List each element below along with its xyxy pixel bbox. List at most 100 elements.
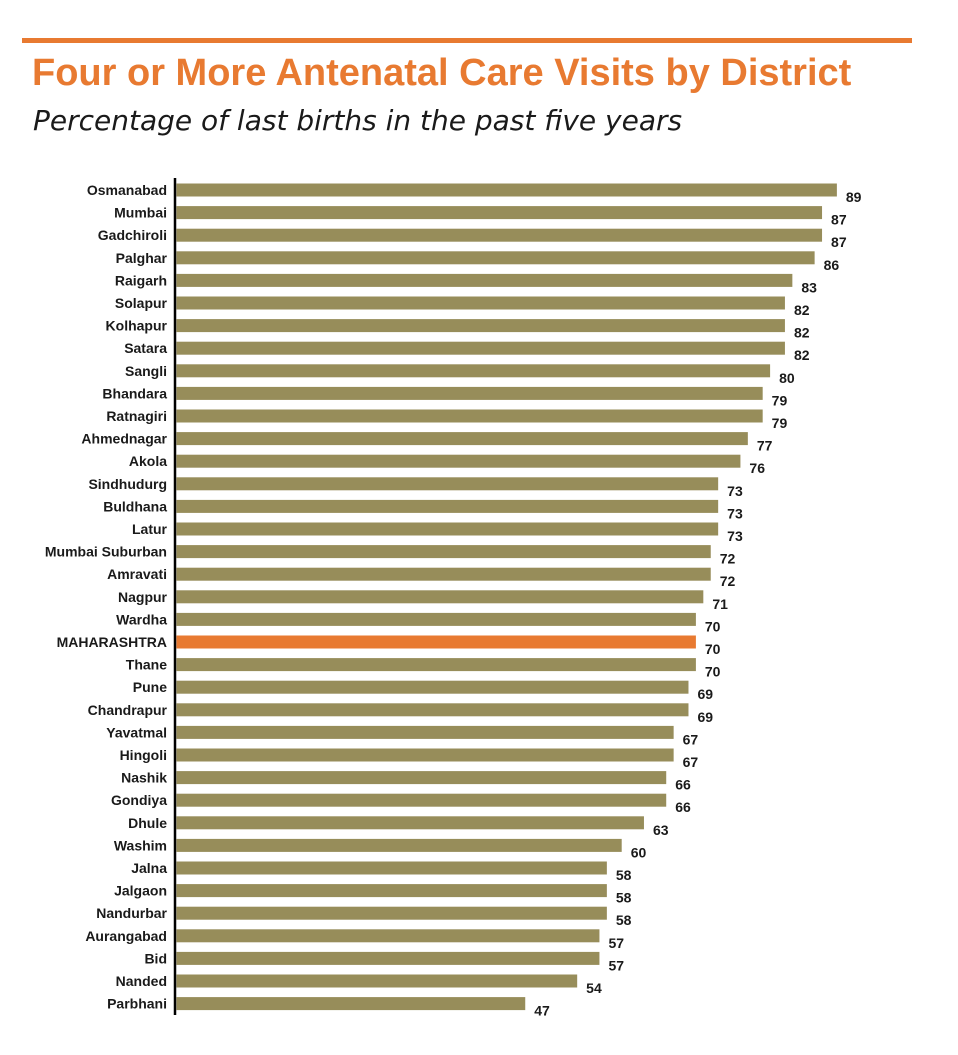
category-label: Ahmednagar [81,431,167,447]
bar [176,206,823,220]
value-label: 82 [794,347,810,363]
value-label: 69 [697,686,713,702]
bar [176,951,600,965]
category-label: Buldhana [103,498,167,514]
bar [176,567,711,581]
value-label: 80 [779,370,795,386]
bar [176,183,837,197]
category-label: Pune [133,679,167,695]
bar [176,703,689,717]
category-label: Mumbai Suburban [45,544,167,560]
category-label: Parbhani [107,996,167,1012]
value-label: 57 [608,935,624,951]
category-label: MAHARASHTRA [57,634,167,650]
category-label: Nanded [116,973,167,989]
value-label: 89 [846,189,862,205]
value-label: 83 [801,279,817,295]
category-label: Solapur [115,295,168,311]
category-label: Yavatmal [106,724,167,740]
bar [176,590,704,604]
category-label: Palghar [116,250,168,266]
bar [176,545,711,559]
category-label: Jalgaon [114,883,167,899]
bar [176,748,674,762]
value-label: 47 [534,1003,550,1019]
chart-title: Four or More Antenatal Care Visits by Di… [32,52,852,94]
bar [176,771,667,785]
value-label: 57 [608,957,624,973]
category-label: Mumbai [114,205,167,221]
bar [176,680,689,694]
value-label: 82 [794,302,810,318]
value-label: 60 [631,844,647,860]
category-label: Bhandara [102,385,167,401]
bar-chart: Osmanabad 89 Mumbai 87 Gadchiroli 87 Palghar 86… [45,178,862,1019]
value-label: 72 [720,573,736,589]
value-label: 82 [794,325,810,341]
bar [176,319,785,333]
value-label: 69 [697,709,713,725]
bar [176,884,607,898]
category-label: Raigarh [115,272,167,288]
title-rule [22,38,912,43]
category-label: Hingoli [120,747,167,763]
value-label: 54 [586,980,602,996]
value-label: 76 [749,460,765,476]
category-label: Thane [126,657,167,673]
value-label: 66 [675,799,691,815]
bar [176,861,607,875]
value-label: 87 [831,234,847,250]
category-label: Chandrapur [88,702,168,718]
value-label: 72 [720,551,736,567]
bar [176,906,607,920]
bar [176,522,719,536]
category-label: Washim [114,837,167,853]
value-label: 73 [727,483,743,499]
bar [176,816,644,830]
category-label: Sindhudurg [88,476,167,492]
category-label: Wardha [116,611,167,627]
category-label: Satara [124,340,167,356]
value-label: 58 [616,912,632,928]
bar-highlight [176,635,696,649]
category-label: Osmanabad [87,182,167,198]
value-label: 67 [683,731,699,747]
bar [176,454,741,468]
bar [176,929,600,943]
bar [176,432,748,446]
category-label: Gadchiroli [98,227,167,243]
value-label: 79 [772,392,788,408]
category-label: Nandurbar [96,905,167,921]
value-label: 58 [616,867,632,883]
bar [176,273,793,287]
bar [176,997,526,1011]
category-label: Sangli [125,363,167,379]
bar [176,725,674,739]
category-label: Ratnagiri [106,408,167,424]
value-label: 58 [616,890,632,906]
category-label: Amravati [107,566,167,582]
bar [176,386,763,400]
bar [176,793,667,807]
value-label: 86 [824,257,840,273]
category-label: Jalna [131,860,167,876]
value-label: 71 [712,596,728,612]
bar [176,612,696,626]
bar [176,838,622,852]
bar [176,341,785,355]
bar [176,974,578,988]
value-label: 70 [705,664,721,680]
value-label: 63 [653,822,669,838]
category-label: Nagpur [118,589,168,605]
category-label: Kolhapur [106,318,168,334]
bar [176,499,719,513]
category-label: Bid [144,950,167,966]
bar [176,477,719,491]
value-label: 70 [705,641,721,657]
bar [176,658,696,672]
value-label: 66 [675,777,691,793]
category-label: Gondiya [111,792,167,808]
bar [176,228,823,242]
bar [176,409,763,423]
category-label: Aurangabad [85,928,167,944]
